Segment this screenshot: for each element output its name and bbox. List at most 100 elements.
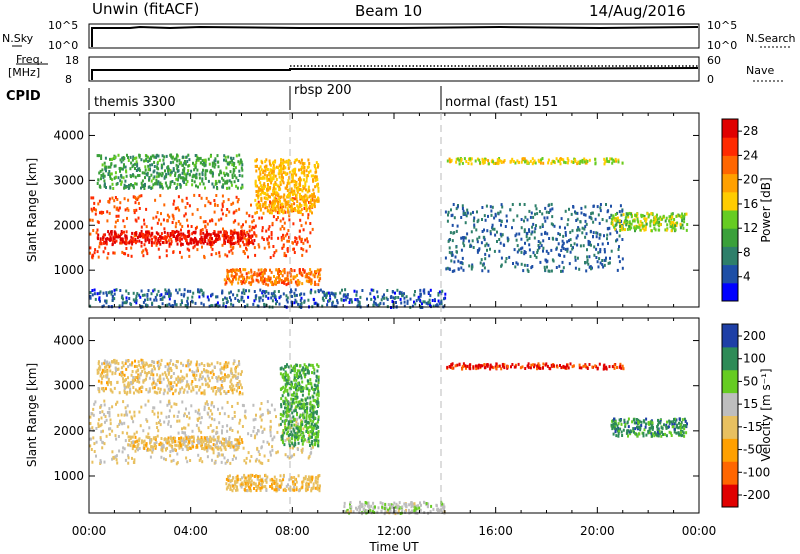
power-cell [321,304,324,308]
velocity-cell [267,411,270,415]
velocity-cell [121,450,124,454]
power-cell [224,180,227,184]
power-cell [226,179,229,183]
velocity-cell [103,460,106,464]
power-cell [313,275,316,279]
power-cell [488,254,491,258]
power-cell [190,299,193,303]
velocity-cell [302,476,305,480]
power-cell [141,179,144,183]
velocity-cell [206,411,209,415]
power-cell [593,253,596,257]
power-cell [317,199,320,203]
power-cell [668,215,671,219]
power-cell [286,296,289,300]
velocity-cell [269,485,272,488]
power-cell [115,235,118,239]
power-cell [151,237,153,241]
velocity-cell [183,388,186,392]
velocity-cell [189,436,192,440]
power-cell [520,160,523,164]
power-cell [242,240,244,244]
power-cell [248,276,251,280]
velocity-cell [243,488,246,492]
power-cell [186,302,189,306]
power-cell [277,166,279,169]
velocity-cell [225,365,228,369]
power-cell [621,226,624,230]
velocity-cell [108,361,111,365]
power-cell [329,297,332,301]
power-cell [536,251,539,254]
power-cell [102,250,105,254]
power-cell [480,241,483,245]
velocity-cell [198,416,201,420]
power-cell [541,223,544,227]
power-cell [472,219,475,223]
velocity-cell [275,480,278,483]
velocity-cell [108,410,111,414]
power-cell [611,220,614,224]
power-cell [179,236,182,240]
power-cell [159,181,162,185]
power-cell [423,300,426,304]
power-cell [214,203,216,207]
power-cell [586,258,589,262]
power-cell [231,173,234,177]
power-cell [491,227,494,231]
velocity-cell [132,441,135,444]
power-cell [336,301,339,305]
power-cell [280,175,283,179]
power-cell [160,166,163,170]
velocity-cell [311,476,314,480]
power-cell [625,212,628,216]
power-cell [433,298,436,302]
velocity-cell [131,447,134,451]
power-cell [282,217,285,221]
power-cell [283,227,286,231]
velocity-cell [206,455,209,459]
power-cell [684,212,686,216]
power-cell [133,211,136,215]
power-cell [236,293,239,297]
power-cell [313,205,316,209]
power-cell [145,249,148,253]
power-cell [304,206,307,210]
velocity-cell [138,363,141,367]
power-cell [106,237,109,240]
power-cell [309,290,312,294]
power-cell [279,170,282,174]
velocity-cell [235,456,237,460]
power-cell [148,159,151,162]
velocity-cell [127,359,130,363]
power-cell [141,293,144,297]
power-cell [123,186,126,190]
velocity-cell [293,486,295,489]
velocity-cell [199,444,202,448]
power-cell [315,170,318,174]
power-cell [370,297,373,301]
velocity-cell [231,388,234,392]
power-cell [608,261,611,265]
velocity-cell [237,446,240,449]
power-cell [296,188,299,192]
velocity-cell [235,477,238,481]
power-cell [309,231,312,235]
velocity-cell [278,423,281,427]
power-cell [270,179,273,182]
power-cell [272,176,275,180]
power-cell [211,240,214,244]
power-cell [187,235,190,238]
power-cell [275,205,278,209]
power-cell [218,251,221,255]
power-cell [218,304,221,308]
velocity-cell [266,475,269,479]
power-cell [498,238,501,241]
power-cell [287,282,290,286]
power-cell [520,262,523,266]
power-cell [298,168,300,172]
power-cell [290,209,293,213]
velocity-cell [229,484,232,488]
velocity-cell [219,362,222,366]
power-cell [305,188,307,192]
